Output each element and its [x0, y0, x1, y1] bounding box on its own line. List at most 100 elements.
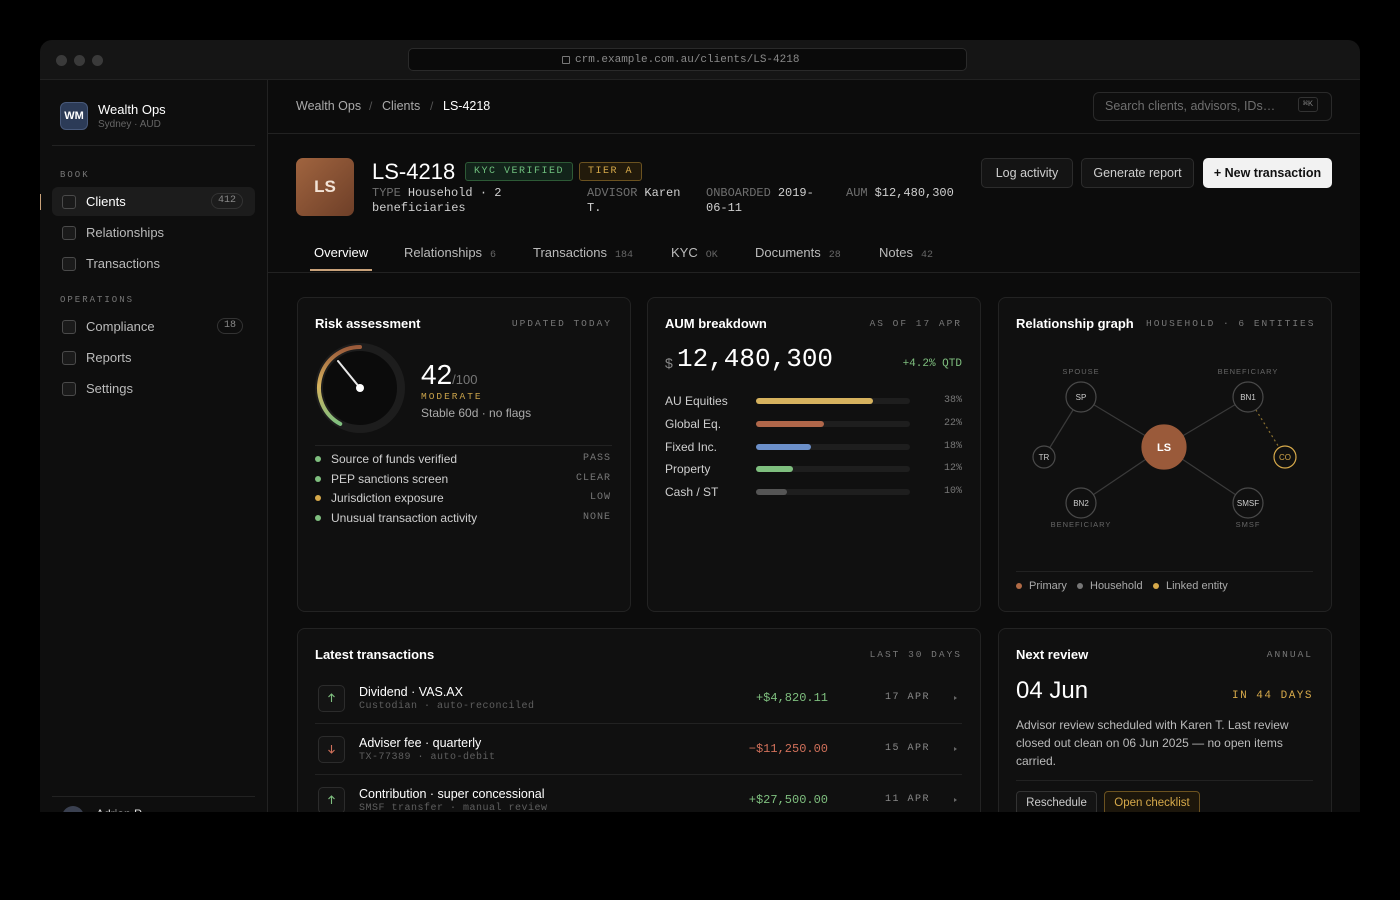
- aum-category: AU Equities: [665, 394, 728, 408]
- check-status: NONE: [582, 512, 611, 524]
- logo-text: WM: [64, 110, 84, 122]
- tab[interactable]: KYC OK: [671, 244, 831, 262]
- tab[interactable]: Documents 28: [755, 244, 915, 262]
- nav-item[interactable]: Relationships: [86, 225, 165, 240]
- tab-count: 28: [828, 250, 841, 261]
- legend-label: Linked entity: [1166, 580, 1228, 592]
- nav-item[interactable]: Clients: [86, 194, 126, 209]
- card: [998, 297, 1332, 612]
- meta-label: AUM: [846, 186, 868, 200]
- button-label: Reschedule: [1026, 797, 1087, 809]
- nav-item[interactable]: Reports: [86, 350, 132, 365]
- aum-value-label: 10%: [943, 486, 962, 498]
- client-id: LS-4218: [372, 159, 456, 184]
- nav-count: 18: [216, 318, 243, 334]
- legend-dot: [1077, 583, 1083, 589]
- aum-category: Property: [665, 462, 711, 477]
- transaction-title[interactable]: Adviser fee · quarterly: [359, 736, 482, 750]
- transaction-date: 15 APR: [884, 743, 930, 754]
- transaction-title[interactable]: Contribution · super concessional: [359, 787, 545, 801]
- card-title: Relationship graph: [1016, 316, 1134, 331]
- card-note: HOUSEHOLD · 6 ENTITIES: [1146, 318, 1316, 329]
- risk-summary: Stable 60d · no flags: [421, 406, 532, 420]
- divider: [315, 445, 612, 446]
- meta-label: ADVISOR: [587, 186, 638, 200]
- tab-label: Overview: [314, 245, 369, 260]
- button-label: Log activity: [995, 166, 1059, 180]
- review-date: 04 Jun: [1016, 677, 1089, 704]
- window-dot: [56, 55, 67, 66]
- review-countdown: IN 44 DAYS: [1231, 690, 1313, 702]
- button-label: + New transaction: [1213, 166, 1322, 180]
- button[interactable]: [1081, 158, 1194, 188]
- divider: [268, 133, 1360, 134]
- transaction-title[interactable]: Dividend · VAS.AX: [359, 685, 463, 699]
- check-status: PASS: [582, 453, 611, 464]
- logo: [60, 102, 88, 130]
- nav-icon: [62, 226, 76, 240]
- client-meta: ADVISOR Karen T.: [587, 186, 697, 220]
- check-label: Unusual transaction activity: [331, 511, 478, 526]
- tab[interactable]: Overview: [314, 244, 474, 262]
- bar: [756, 466, 793, 473]
- button[interactable]: [981, 158, 1073, 188]
- nav-item[interactable]: Transactions: [86, 256, 160, 271]
- meta-value: Household · 2 beneficiaries: [372, 186, 502, 215]
- check-dot: [315, 495, 321, 502]
- bar-track: [756, 420, 910, 427]
- button[interactable]: [1203, 158, 1332, 188]
- bar-track: [756, 443, 910, 450]
- divider: [315, 723, 962, 724]
- tab[interactable]: Relationships 6: [404, 244, 564, 262]
- nav-section: OPERATIONS: [60, 295, 135, 305]
- nav-icon: [62, 351, 76, 365]
- button[interactable]: [1016, 791, 1097, 812]
- search-placeholder: Search clients, advisors, IDs…: [1105, 99, 1276, 113]
- divider: [268, 272, 1360, 273]
- transaction-detail: Custodian · auto-reconciled: [359, 701, 535, 712]
- nav-item[interactable]: Compliance: [86, 319, 155, 334]
- meta-label: TYPE: [372, 186, 401, 200]
- tab[interactable]: Transactions 184: [533, 244, 693, 262]
- aum-change: +4.2% QTD: [902, 358, 962, 370]
- aum-category: Fixed Inc.: [665, 439, 718, 454]
- nav-icon: [62, 257, 76, 271]
- search[interactable]: [1093, 92, 1332, 121]
- badge: KYC VERIFIED: [465, 162, 574, 181]
- card-title: Next review: [1016, 647, 1089, 662]
- client-avatar: [296, 158, 354, 216]
- check-dot: [315, 515, 321, 522]
- risk-level: MODERATE: [421, 391, 483, 402]
- badge: TIER A: [579, 162, 643, 181]
- aum-value-label: 22%: [943, 417, 962, 429]
- nav-item[interactable]: Settings: [86, 381, 133, 396]
- breadcrumb[interactable]: Clients: [382, 99, 421, 113]
- tab-label: Documents: [755, 245, 821, 260]
- check-dot: [315, 456, 321, 462]
- legend-dot: [1153, 583, 1159, 589]
- aum-value-label: 18%: [943, 440, 962, 452]
- nav-icon: [62, 195, 76, 209]
- shortcut: ⌘K: [1297, 97, 1318, 112]
- review-text: Advisor review scheduled with Karen T. L…: [1016, 718, 1289, 768]
- aum-value-label: 38%: [943, 395, 962, 406]
- nav-count: 412: [210, 193, 243, 209]
- transaction-amount: +$4,820.11: [755, 691, 828, 705]
- currency: $: [665, 355, 673, 371]
- tab-count: 6: [490, 250, 497, 261]
- aum-value-label: 12%: [943, 463, 962, 475]
- tab[interactable]: Notes 42: [879, 244, 1039, 262]
- legend-dot: [1016, 583, 1022, 589]
- tab-label: Transactions: [533, 245, 607, 260]
- window-dot: [92, 55, 103, 66]
- breadcrumb[interactable]: Wealth Ops: [296, 99, 362, 113]
- divider: [1016, 780, 1313, 781]
- transaction-amount: −$11,250.00: [748, 742, 828, 756]
- card-note: UPDATED TODAY: [511, 318, 612, 329]
- breadcrumb-separator: /: [430, 99, 434, 113]
- button[interactable]: [1104, 791, 1200, 812]
- card-note: ANNUAL: [1266, 649, 1313, 660]
- risk-score: 42/100: [421, 360, 541, 390]
- client-initials: LS: [314, 177, 336, 196]
